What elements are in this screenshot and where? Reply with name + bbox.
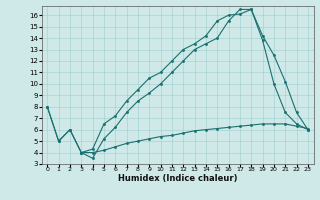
X-axis label: Humidex (Indice chaleur): Humidex (Indice chaleur) <box>118 174 237 183</box>
